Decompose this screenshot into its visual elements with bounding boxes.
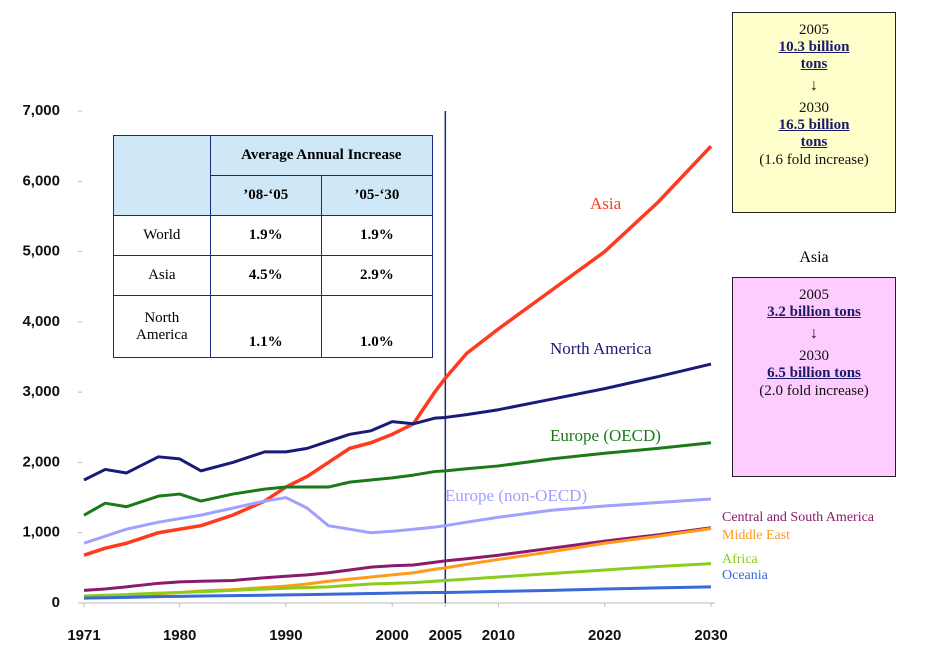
box-year: 2005 (799, 287, 829, 303)
series-line (83, 144, 713, 557)
box-value: 3.2 billion tons (767, 304, 861, 320)
series-label: Europe (OECD) (550, 426, 661, 445)
table-cell: World (113, 215, 211, 256)
world-box: 2005 10.3 billion tons ↓ 2030 16.5 billi… (732, 12, 896, 213)
series-line (83, 526, 712, 592)
table-cell: North America (113, 295, 211, 358)
x-tick-label: 2000 (375, 627, 408, 644)
series-label: Africa (722, 552, 759, 567)
y-tick-label: 4,000 (22, 313, 60, 330)
increase-table: Average Annual Increase ’08-‘05’05-‘30 W… (113, 135, 434, 358)
table-header: Average Annual Increase (209, 135, 434, 176)
x-tick-label: 2005 (429, 627, 462, 644)
table-cell: 1.9% (320, 215, 434, 256)
asia-box: 2005 3.2 billion tons ↓ 2030 6.5 billion… (732, 277, 896, 477)
box-title: Asia (799, 249, 829, 266)
series-label: Central and South America (722, 510, 875, 525)
x-tick-label: 1990 (269, 627, 302, 644)
table-cell: 1.1% (209, 295, 322, 358)
x-tick-label: 2030 (694, 627, 727, 644)
series-line (83, 362, 712, 482)
table-cell: 2.9% (320, 255, 434, 296)
y-tick-label: 3,000 (22, 383, 60, 400)
series-line (83, 585, 712, 600)
box-value: 10.3 billion tons (778, 39, 850, 72)
table-corner (113, 135, 211, 216)
x-tick-label: 2010 (482, 627, 515, 644)
box-year: 2030 (799, 348, 829, 364)
x-tick-label: 1980 (163, 627, 196, 644)
series-label: North America (550, 339, 652, 358)
box-year: 2005 (799, 22, 829, 38)
box-arrow: ↓ (810, 77, 818, 94)
box-note: (2.0 fold increase) (759, 383, 869, 399)
series-label: Asia (590, 194, 622, 213)
table-column: ’08-‘05 (209, 175, 322, 216)
series-label: Middle East (722, 528, 790, 543)
box-year: 2030 (799, 100, 829, 116)
box-arrow: ↓ (810, 325, 818, 342)
table-cell: 1.0% (320, 295, 434, 358)
y-tick-label: 5,000 (22, 243, 60, 260)
table-cell: 4.5% (209, 255, 322, 296)
x-tick-label: 1971 (67, 627, 100, 644)
y-tick-label: 0 (52, 594, 60, 611)
box-note: (1.6 fold increase) (759, 152, 869, 168)
y-tick-label: 7,000 (22, 102, 60, 119)
box-value: 6.5 billion tons (767, 365, 861, 381)
series-line (83, 441, 712, 517)
box-value: 16.5 billion tons (778, 117, 850, 150)
x-tick-label: 2020 (588, 627, 621, 644)
table-cell: 1.9% (209, 215, 322, 256)
y-tick-label: 6,000 (22, 172, 60, 189)
series-label: Europe (non-OECD) (445, 486, 587, 505)
series-label: Oceania (722, 568, 769, 583)
series-line (83, 562, 712, 598)
y-tick-label: 2,000 (22, 453, 60, 470)
y-tick-label: 1,000 (22, 524, 60, 541)
table-column: ’05-‘30 (320, 175, 434, 216)
series-line (83, 496, 712, 545)
table-cell: Asia (113, 255, 211, 296)
